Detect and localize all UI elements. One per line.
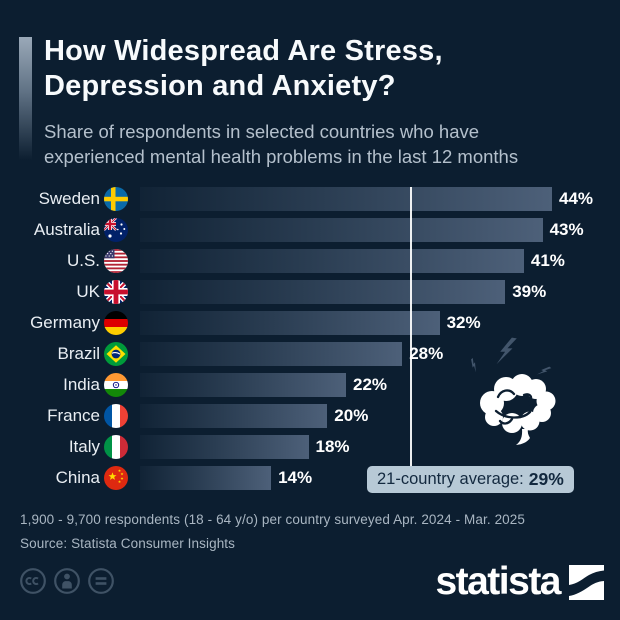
value-label: 20%: [334, 406, 369, 425]
country-label: France: [47, 406, 100, 425]
license-icons: [19, 567, 115, 595]
bar: [140, 466, 272, 490]
bar: [140, 311, 440, 335]
uk-flag-icon: [104, 280, 128, 304]
value-label: 22%: [353, 375, 388, 394]
average-value: 29%: [528, 469, 564, 489]
title-accent-bar: [19, 37, 32, 160]
chart-row: Sweden 44%: [0, 187, 620, 211]
title-line-2: Depression and Anxiety?: [44, 70, 396, 102]
value-label: 14%: [278, 468, 313, 487]
china-flag-icon: [104, 466, 128, 490]
bar: [140, 404, 328, 428]
chart-row: France 20%: [0, 404, 620, 428]
subtitle-line-2: experienced mental health problems in th…: [44, 145, 519, 167]
source-note: Source: Statista Consumer Insights: [20, 536, 235, 551]
value-label: 41%: [530, 251, 565, 270]
value-label: 28%: [409, 344, 444, 363]
chart-row: Italy 18%: [0, 435, 620, 459]
germany-flag-icon: [104, 311, 128, 335]
cc-icon: [20, 568, 46, 594]
country-label: India: [63, 375, 100, 394]
brazil-flag-icon: [104, 342, 128, 366]
cc-nd-equals-icon: [88, 568, 114, 594]
statista-logo: statista: [435, 560, 604, 603]
country-label: Brazil: [57, 344, 100, 363]
sweden-flag-icon: [104, 187, 128, 211]
bar: [140, 373, 346, 397]
cc-by-person-icon: [54, 568, 80, 594]
country-label: Italy: [68, 437, 100, 456]
survey-note: 1,900 - 9,700 respondents (18 - 64 y/o) …: [20, 512, 525, 527]
statista-logo-mark: [569, 565, 604, 600]
value-label: 32%: [446, 313, 481, 332]
us-flag-icon: [104, 249, 128, 273]
country-label: Sweden: [38, 189, 100, 208]
france-flag-icon: [104, 404, 128, 428]
stressed-brain-icon: [450, 333, 574, 463]
page-title: How Widespread Are Stress, Depression and…: [44, 34, 443, 104]
title-line-1: How Widespread Are Stress,: [44, 35, 443, 67]
statista-logo-text: statista: [435, 560, 561, 603]
chart-row: UK 39%: [0, 280, 620, 304]
chart-row: Australia 43%: [0, 218, 620, 242]
value-label: 44%: [559, 189, 594, 208]
chart-row: India 22%: [0, 373, 620, 397]
italy-flag-icon: [104, 435, 128, 459]
bar: [140, 435, 309, 459]
country-label: U.S.: [66, 251, 100, 270]
brain-glyph: [480, 374, 556, 445]
average-marker-line: [410, 187, 412, 467]
average-label-badge: 21-country average: 29%: [367, 466, 574, 493]
average-label-text: 21-country average:: [377, 470, 524, 488]
country-label: UK: [76, 282, 100, 301]
australia-flag-icon: [104, 218, 128, 242]
subtitle: Share of respondents in selected countri…: [44, 120, 518, 169]
bar: [140, 187, 552, 211]
subtitle-line-1: Share of respondents in selected countri…: [44, 121, 480, 142]
value-label: 43%: [549, 220, 584, 239]
india-flag-icon: [104, 373, 128, 397]
country-label: Australia: [33, 220, 100, 239]
lightning-bolt-icons: [471, 337, 552, 375]
bar-chart: Sweden 44% Australia 43% U.S. 41% UK 39% Germany…: [0, 187, 620, 498]
chart-row: Germany 32%: [0, 311, 620, 335]
chart-row: U.S. 41%: [0, 249, 620, 273]
chart-row: China 14%: [0, 466, 620, 490]
bar: [140, 218, 543, 242]
country-label: China: [55, 468, 100, 487]
country-label: Germany: [30, 313, 100, 332]
chart-row: Brazil 28%: [0, 342, 620, 366]
bar: [140, 249, 524, 273]
bar: [140, 280, 506, 304]
value-label: 18%: [315, 437, 350, 456]
value-label: 39%: [512, 282, 547, 301]
bar: [140, 342, 403, 366]
